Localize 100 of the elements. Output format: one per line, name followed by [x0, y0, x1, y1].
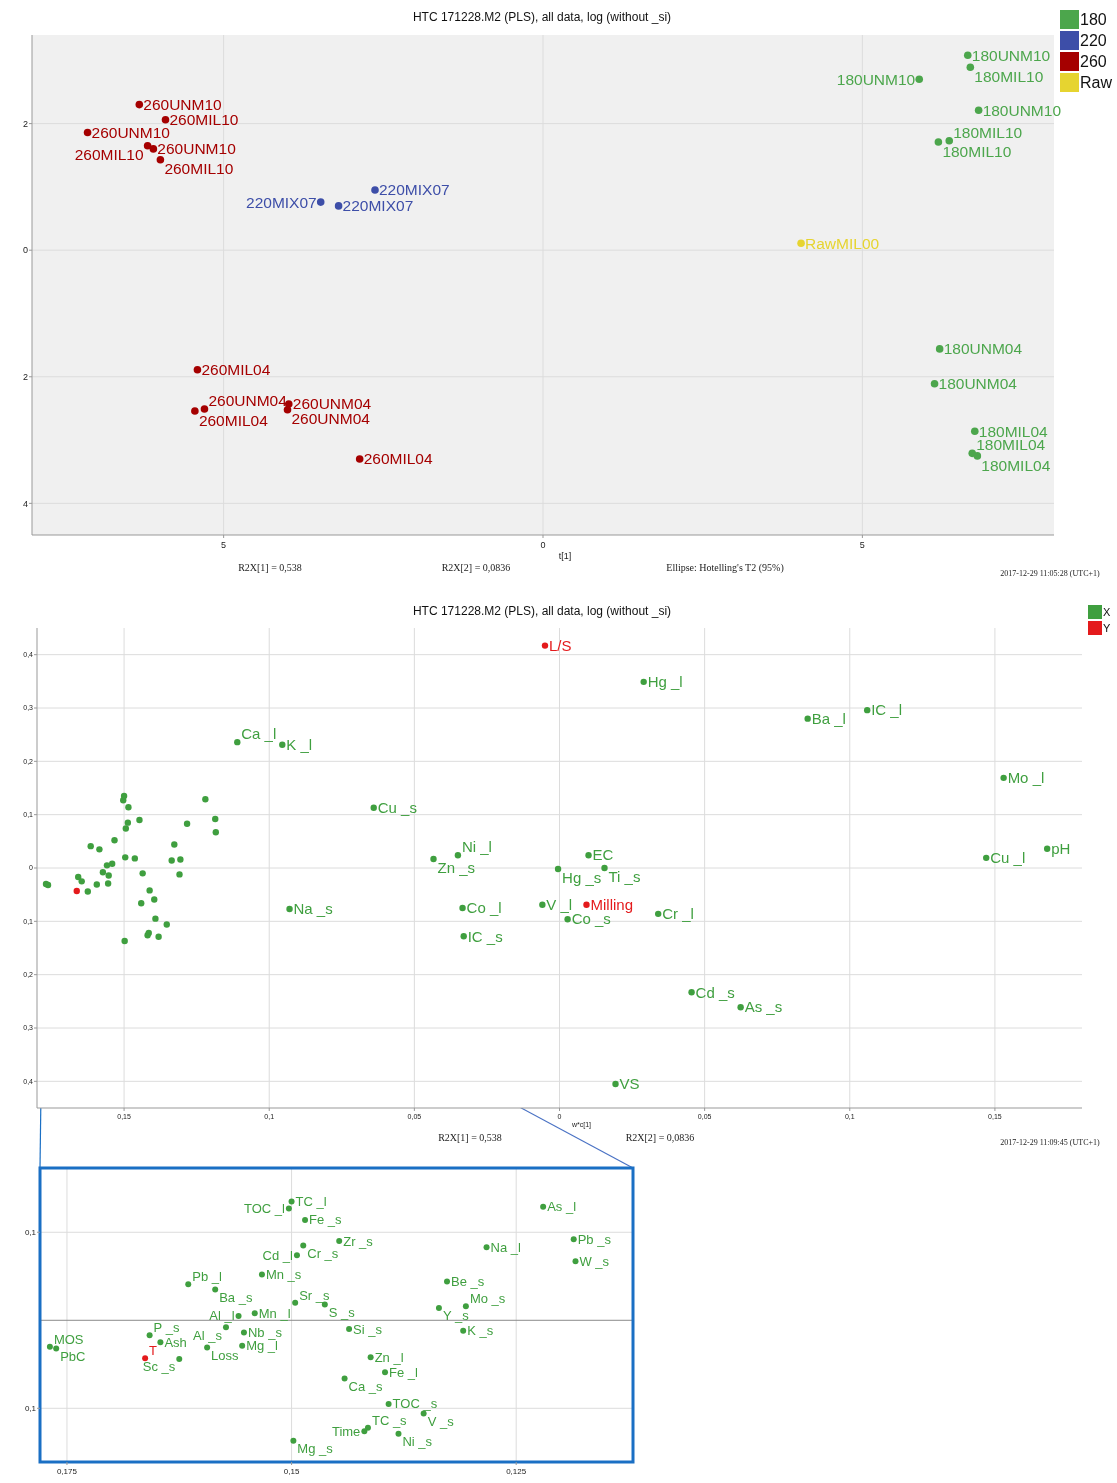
y-tick-label: 0 — [22, 245, 28, 256]
x-tick-label: 5 — [859, 540, 865, 550]
annotation: Fe _l — [389, 1364, 419, 1380]
text: R2X[2] = 0,0836 — [625, 1132, 695, 1143]
annotation: Zn _s — [437, 859, 476, 877]
annotation: Cu _l — [990, 849, 1026, 867]
annotation: Pb _l — [192, 1269, 222, 1285]
annotation: Ti _s — [608, 868, 641, 886]
legend-label: Raw — [1080, 74, 1113, 92]
annotation: 260MIL04 — [198, 411, 269, 429]
annotation: 260MIL10 — [164, 160, 234, 178]
annotation: V _s — [427, 1413, 455, 1429]
annotation: Al _s — [193, 1327, 223, 1343]
annotation: 180UNM04 — [943, 340, 1023, 358]
annotation: IC _s — [467, 927, 503, 945]
annotation: P _s — [153, 1320, 180, 1336]
annotation: Ba _l — [811, 709, 846, 727]
annotation: As _l — [547, 1199, 577, 1215]
x-tick-label: 0 — [540, 540, 546, 550]
annotation: Mg _s — [297, 1441, 334, 1457]
annotation: Zn _l — [374, 1349, 404, 1365]
annotation: Y _s — [442, 1308, 470, 1324]
legend-label: X — [1103, 606, 1111, 619]
annotation: Mo _s — [469, 1291, 506, 1307]
annotation: Mn _l — [258, 1305, 291, 1321]
annotation: Pb _s — [577, 1231, 612, 1247]
annotation: T — [149, 1343, 158, 1359]
annotation: V _l — [546, 896, 573, 914]
annotation: Loss — [211, 1347, 240, 1363]
annotation: Cd _s — [695, 983, 735, 1001]
legend-label: 180 — [1080, 11, 1107, 29]
annotation: Mg _l — [246, 1338, 279, 1354]
annotation: 220MIX07 — [246, 193, 317, 211]
annotation: IC _l — [871, 701, 903, 719]
annotation: TC _l — [295, 1194, 327, 1209]
annotation: Na _l — [490, 1239, 522, 1255]
annotation: 180MIL10 — [974, 68, 1044, 85]
annotation: 260MIL04 — [363, 450, 433, 468]
annotation: Sc _s — [142, 1359, 176, 1375]
annotation: Ni _l — [461, 838, 492, 856]
annotation: EC — [592, 846, 614, 864]
annotation: 260UNM04 — [292, 395, 372, 413]
annotation: Cr _l — [662, 905, 694, 923]
annotation: Hg _l — [647, 673, 683, 691]
x-tick-label: 0,125 — [506, 1467, 527, 1476]
annotation: 260UNM04 — [208, 392, 288, 410]
annotation: Na _s — [293, 900, 333, 918]
annotation: Ni _s — [402, 1434, 433, 1450]
y-tick-label: 2 — [22, 118, 28, 129]
annotation: As _s — [744, 998, 783, 1016]
annotation: 180MIL10 — [953, 123, 1023, 141]
annotation: S _s — [328, 1304, 356, 1320]
annotation: VS — [619, 1075, 640, 1093]
annotation: 220MIX07 — [379, 181, 450, 199]
annotation: 180UNM10 — [836, 70, 916, 88]
annotation: K _l — [286, 736, 313, 754]
y-tick-label: 2 — [22, 371, 28, 382]
text: R2X[1] = 0,538 — [438, 1132, 502, 1143]
annotation: MOS — [53, 1331, 84, 1347]
annotation: 260MIL04 — [201, 361, 271, 379]
annotation: Ca _s — [348, 1378, 384, 1394]
legend-label: 260 — [1080, 53, 1107, 71]
x-tick-label: 5 — [221, 540, 227, 550]
annotation: 180MIL04 — [981, 456, 1051, 474]
annotation: Ca _l — [241, 725, 277, 743]
annotation: Cr _s — [307, 1245, 339, 1261]
y-tick-label: 0,1 — [24, 1228, 37, 1238]
y-tick-label: 4 — [22, 498, 28, 509]
annotation: TC _s — [371, 1412, 408, 1428]
annotation: Mn _s — [265, 1267, 302, 1283]
annotation: Fe _s — [309, 1212, 343, 1228]
text: R2X[2] = 0,0836 — [441, 562, 511, 573]
annotation: 180UNM10 — [982, 101, 1062, 119]
text: Ellipse: Hotelling's T2 (95%) — [666, 562, 784, 574]
annotation: L/S — [548, 636, 572, 654]
annotation: 260UNM04 — [291, 410, 371, 428]
legend-label: 220 — [1080, 32, 1107, 50]
annotation: 260UNM10 — [157, 140, 237, 158]
text: 2017-12-29 11:09:45 (UTC+1) — [1000, 1138, 1100, 1147]
annotation: Be _s — [451, 1274, 485, 1290]
annotation: Nb _s — [247, 1325, 283, 1341]
annotation: TOC _l — [243, 1201, 285, 1217]
annotation: Time — [331, 1423, 361, 1439]
annotation: Zr _s — [343, 1233, 374, 1249]
annotation: 180UNM04 — [938, 375, 1018, 393]
annotation: 180UNM10 — [971, 46, 1051, 64]
annotation: 260MIL10 — [74, 146, 144, 164]
text: 2017-12-29 11:05:28 (UTC+1) — [1000, 569, 1100, 578]
annotation: 260UNM10 — [91, 123, 171, 141]
chart-title: HTC 171228.M2 (PLS), all data, log (without _si) — [412, 604, 672, 618]
annotation: 260MIL10 — [169, 111, 239, 129]
annotation: Cd _l — [262, 1247, 294, 1263]
annotation: Cu _s — [377, 798, 417, 816]
annotation: 260UNM10 — [143, 96, 223, 114]
legend-label: Y — [1103, 622, 1111, 635]
annotation: RawMIL00 — [805, 234, 880, 252]
x-axis-title: t[1] — [558, 550, 572, 561]
x-tick-label: 0,15 — [283, 1467, 300, 1476]
annotation: Sr _s — [299, 1287, 331, 1303]
annotation: Co _l — [466, 899, 502, 917]
